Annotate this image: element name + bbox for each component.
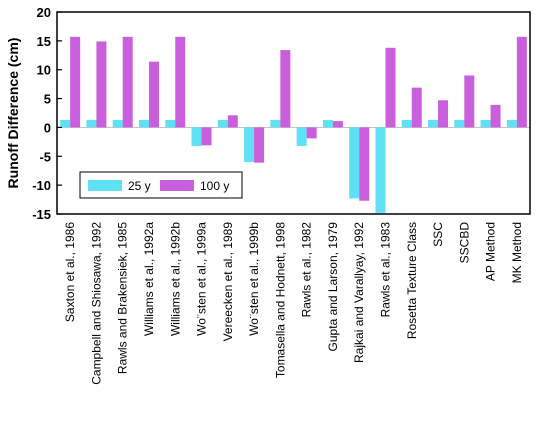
bar-100y	[385, 47, 396, 128]
bar-25y	[165, 119, 176, 128]
bar-25y	[112, 119, 123, 128]
bar-25y	[401, 119, 412, 128]
y-tick-label: 5	[44, 92, 51, 107]
legend-swatch-25y	[88, 180, 122, 191]
x-category-label: MK Method	[510, 222, 524, 283]
bar-25y	[270, 119, 281, 128]
bar-100y	[464, 75, 475, 128]
bar-25y	[244, 127, 255, 163]
bar-100y	[96, 41, 107, 128]
x-category-label: Williams et al., 1992a	[142, 222, 156, 336]
y-axis-title: Runoff Difference (cm)	[5, 38, 21, 189]
x-category-label: SSC	[431, 222, 445, 247]
bar-25y	[191, 127, 202, 146]
x-category-label: Rawls et al., 1982	[300, 222, 314, 318]
bar-25y	[138, 119, 149, 128]
bar-25y	[349, 127, 360, 199]
legend-swatch-100y	[160, 180, 194, 191]
bar-100y	[280, 50, 291, 128]
bar-100y	[490, 104, 501, 128]
bar-100y	[175, 36, 186, 128]
y-tick-label: -5	[39, 149, 51, 164]
bar-100y	[306, 127, 317, 139]
plot-area-frame	[56, 11, 531, 215]
x-category-label: Rawls et al., 1983	[378, 222, 392, 318]
legend: 25 y 100 y	[79, 171, 243, 199]
bar-25y	[506, 119, 517, 128]
y-tick-label: 15	[37, 34, 51, 49]
bar-100y	[227, 115, 238, 128]
bar-25y	[480, 119, 491, 128]
y-tick-label: -10	[32, 178, 51, 193]
x-category-label: Saxton et al., 1986	[63, 222, 77, 322]
bar-100y	[122, 36, 133, 128]
bar-100y	[148, 61, 159, 128]
x-category-label: SSCBD	[457, 222, 471, 264]
bar-25y	[454, 119, 465, 128]
bar-100y	[438, 100, 449, 128]
bar-25y	[60, 119, 71, 128]
x-category-label: AP Method	[484, 222, 498, 281]
x-category-label: Rosetta Texture Class	[405, 222, 419, 339]
bar-100y	[70, 36, 81, 128]
x-category-label: Rajkai and Varallyay, 1992	[352, 222, 366, 363]
x-category-label: Gupta and Larson, 1979	[326, 222, 340, 352]
x-category-label: Tomasella and Hodnett, 1998	[273, 222, 287, 378]
bar-100y	[359, 127, 370, 201]
bar-100y	[516, 36, 527, 128]
y-tick-label: -15	[32, 207, 51, 222]
bar-100y	[411, 87, 422, 128]
y-tick-label: 10	[37, 63, 51, 78]
bar-100y	[201, 127, 212, 146]
x-category-label: Vereecken et al., 1989	[221, 222, 235, 342]
bar-25y	[375, 127, 386, 213]
bar-25y	[428, 119, 439, 128]
x-category-label: Wo¨sten et al., 1999b	[247, 222, 261, 336]
x-category-label: Wo¨sten et al., 1999a	[195, 222, 209, 336]
y-tick-label: 0	[44, 120, 51, 135]
bar-25y	[296, 127, 307, 146]
bar-25y	[322, 119, 333, 128]
legend-label-25y: 25 y	[128, 179, 151, 193]
bar-100y	[254, 127, 265, 163]
bar-25y	[86, 119, 97, 128]
x-category-label: Williams et al., 1992b	[168, 222, 182, 336]
bar-25y	[217, 119, 228, 128]
x-category-label: Rawls and Brakensiek, 1985	[116, 222, 130, 374]
x-category-label: Campbell and Shiosawa, 1992	[89, 222, 103, 385]
bar-100y	[332, 121, 343, 128]
legend-label-100y: 100 y	[200, 179, 229, 193]
y-tick-label: 20	[37, 5, 51, 20]
